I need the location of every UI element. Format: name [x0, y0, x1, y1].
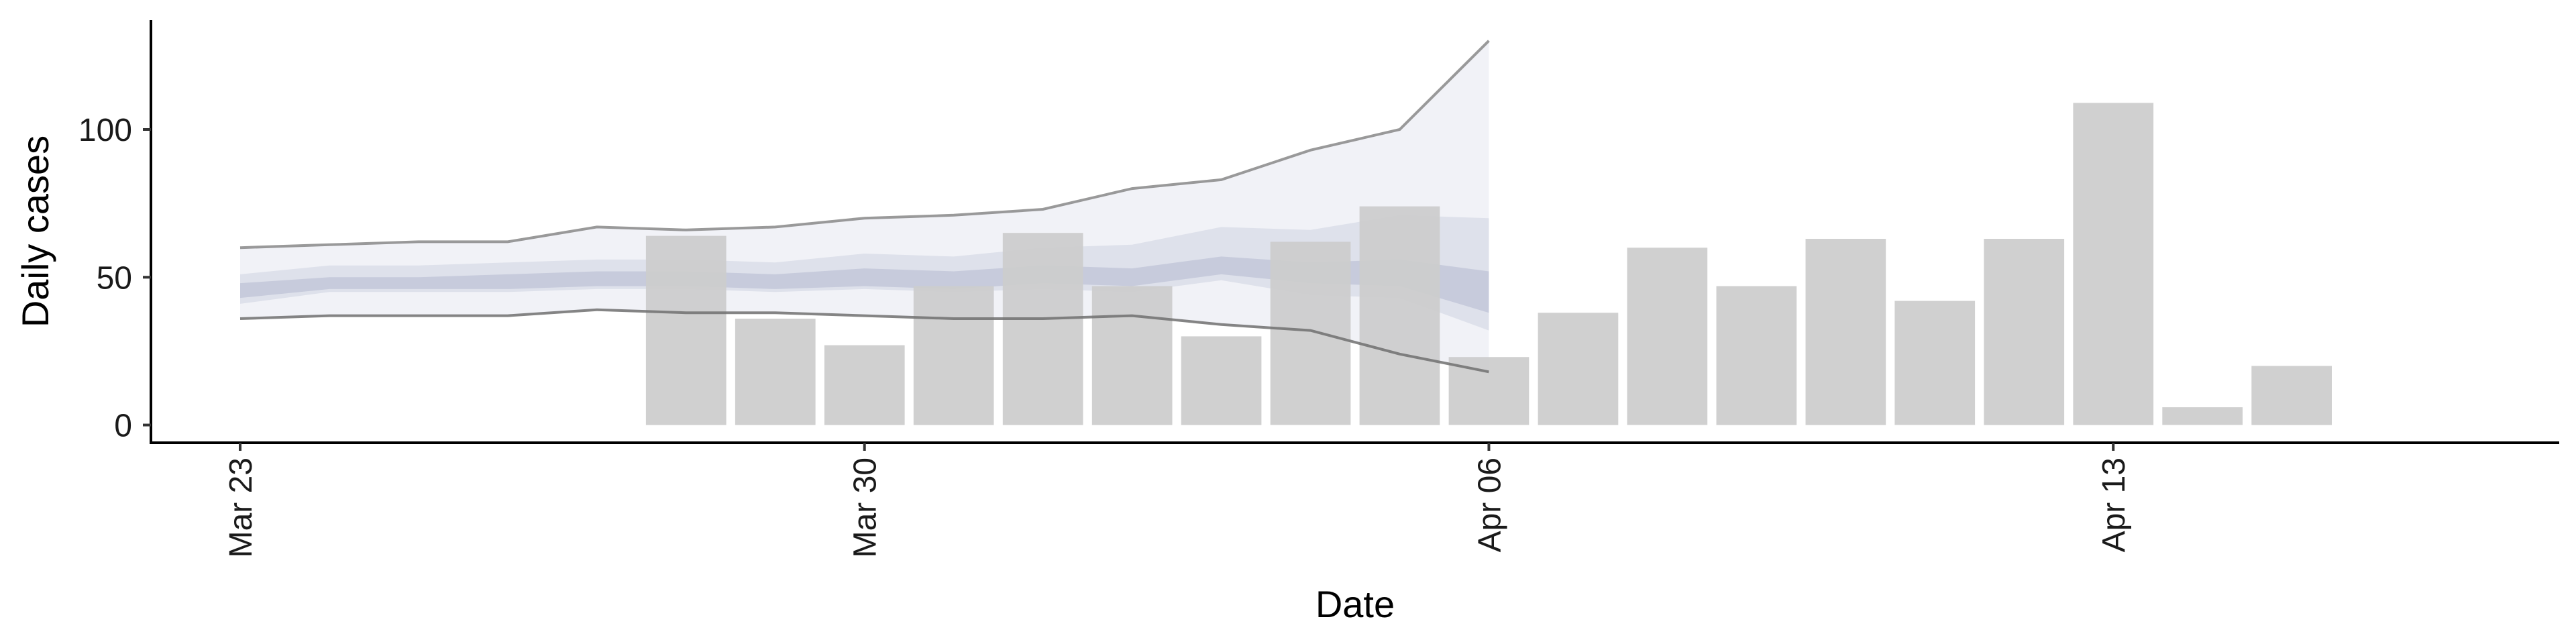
x-tick-label-2020-04-06: Apr 06	[1472, 458, 1507, 552]
lower-bound-line	[239, 308, 1489, 374]
bar-2020-04-12	[1984, 239, 2065, 425]
bar-2020-04-15	[2251, 366, 2332, 425]
bar-2020-04-08	[1627, 248, 1708, 425]
bar-2020-04-04	[1270, 241, 1351, 425]
bar-2020-04-13	[2073, 103, 2154, 425]
x-axis-title: Date	[1316, 583, 1395, 625]
axes	[143, 20, 2559, 451]
y-tick-label-0: 0	[114, 409, 132, 444]
x-tick-label-2020-03-30: Mar 30	[848, 458, 883, 557]
y-tick-label-50: 50	[97, 260, 132, 296]
bar-2020-03-29	[735, 319, 816, 425]
upper-bound-line	[239, 40, 1490, 250]
bar-2020-04-03	[1181, 336, 1262, 425]
estimate-bands	[240, 40, 1489, 372]
x-tick-label-2020-04-13: Apr 13	[2096, 458, 2132, 552]
bar-2020-04-14	[2162, 407, 2243, 425]
bar-2020-03-30	[824, 345, 905, 425]
bar-2020-04-07	[1538, 313, 1619, 425]
tick-labels: 0 50 100 Mar 23 Mar 30 Apr 06 Apr 13	[78, 113, 2132, 557]
estimate-band-inner	[240, 256, 1489, 313]
bar-2020-04-02	[1091, 286, 1173, 425]
bar-series	[645, 103, 2332, 425]
bar-2020-04-01	[1002, 233, 1083, 425]
bar-2020-03-28	[645, 235, 727, 425]
y-tick-label-100: 100	[78, 113, 132, 148]
y-axis-title: Daily cases	[14, 136, 56, 327]
bar-2020-04-09	[1716, 286, 1797, 425]
bar-2020-03-31	[913, 286, 994, 425]
bar-2020-04-11	[1894, 301, 1976, 425]
estimate-lines	[239, 40, 1490, 374]
bar-2020-04-10	[1805, 239, 1886, 425]
bar-2020-04-05	[1359, 206, 1440, 425]
x-tick-label-2020-03-23: Mar 23	[223, 458, 259, 557]
bar-2020-04-06	[1448, 357, 1529, 425]
